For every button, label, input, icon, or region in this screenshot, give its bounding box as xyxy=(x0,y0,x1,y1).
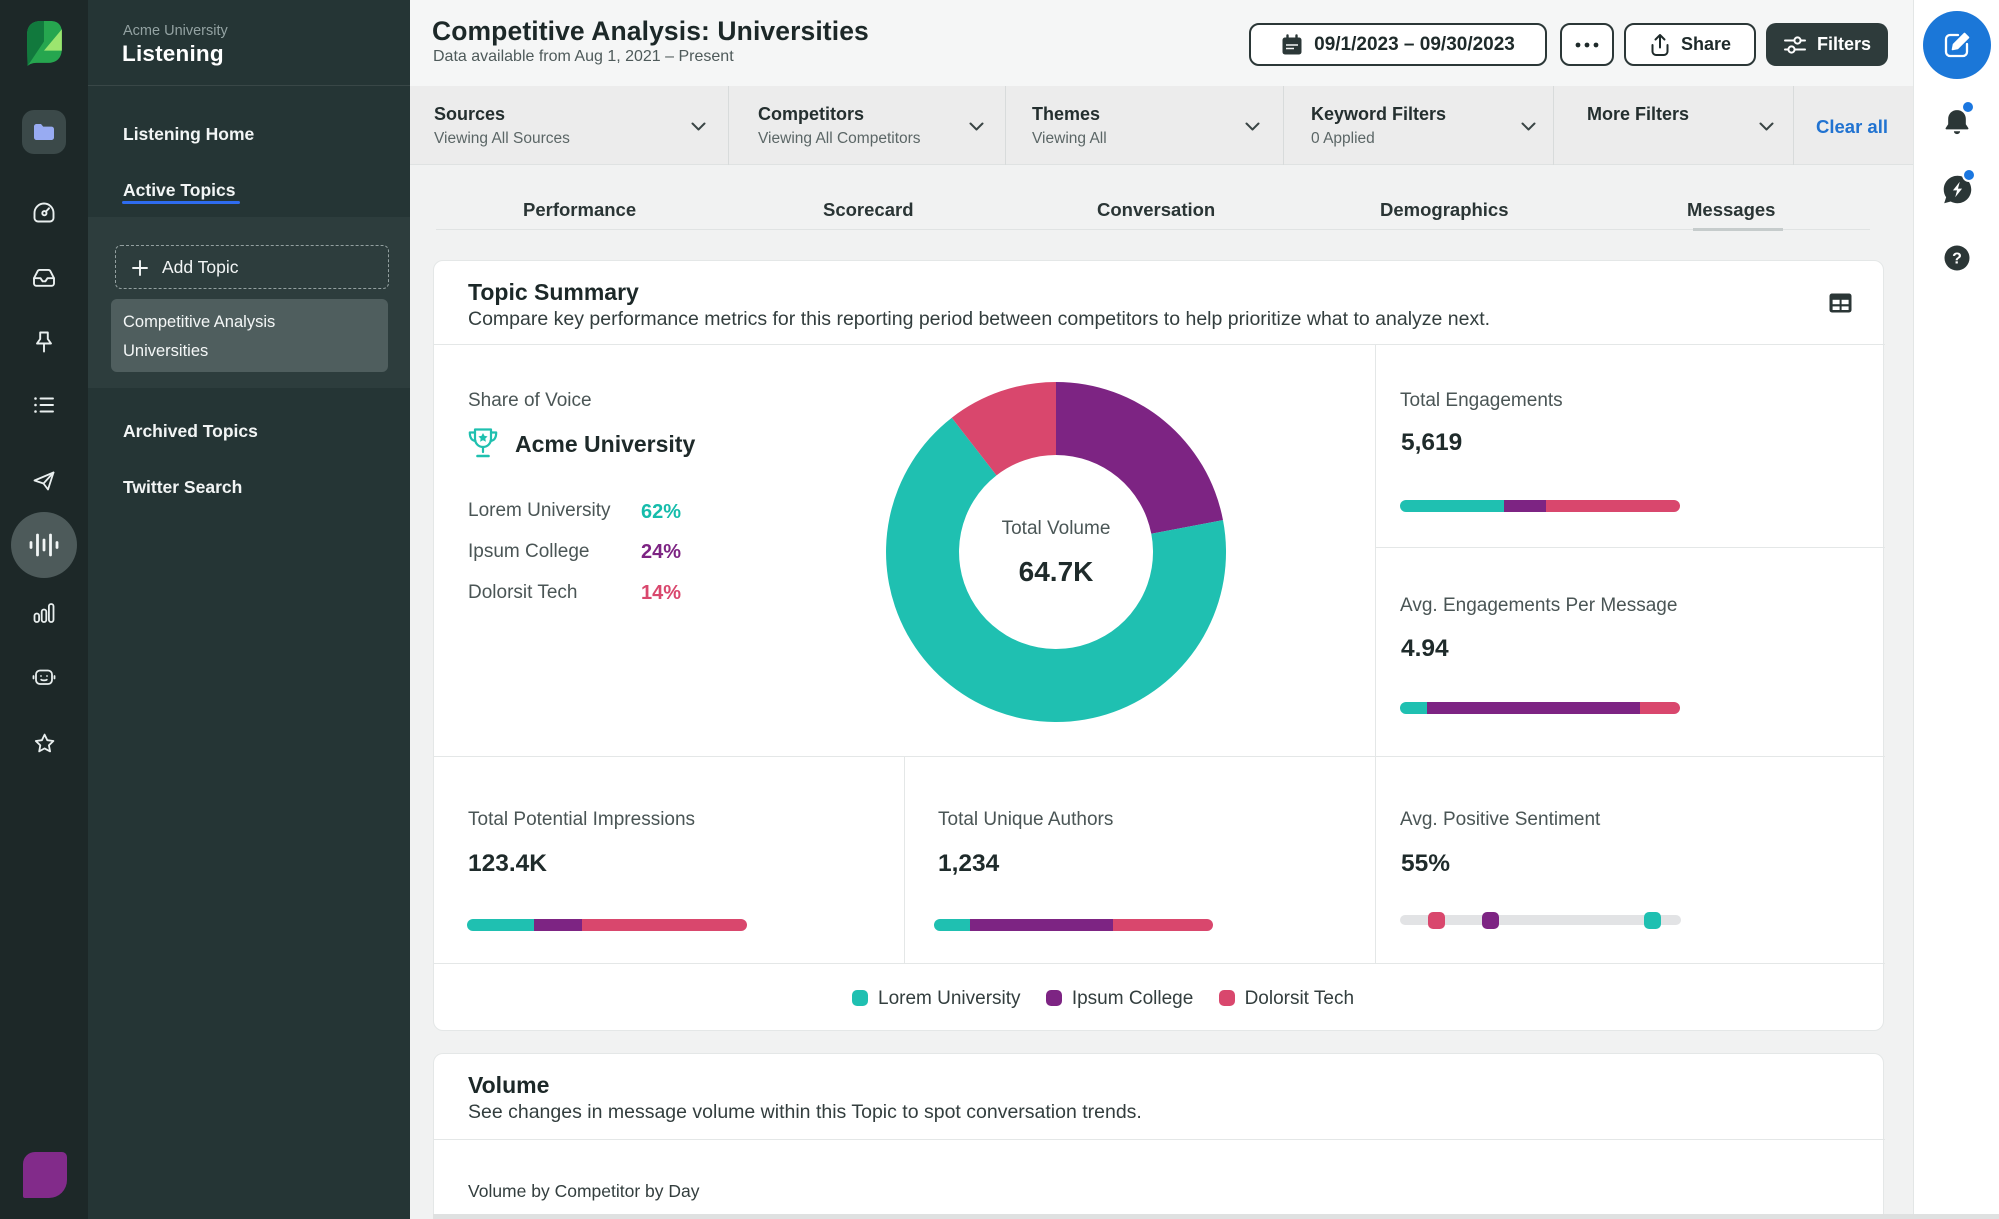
svg-text:?: ? xyxy=(1952,251,1962,268)
